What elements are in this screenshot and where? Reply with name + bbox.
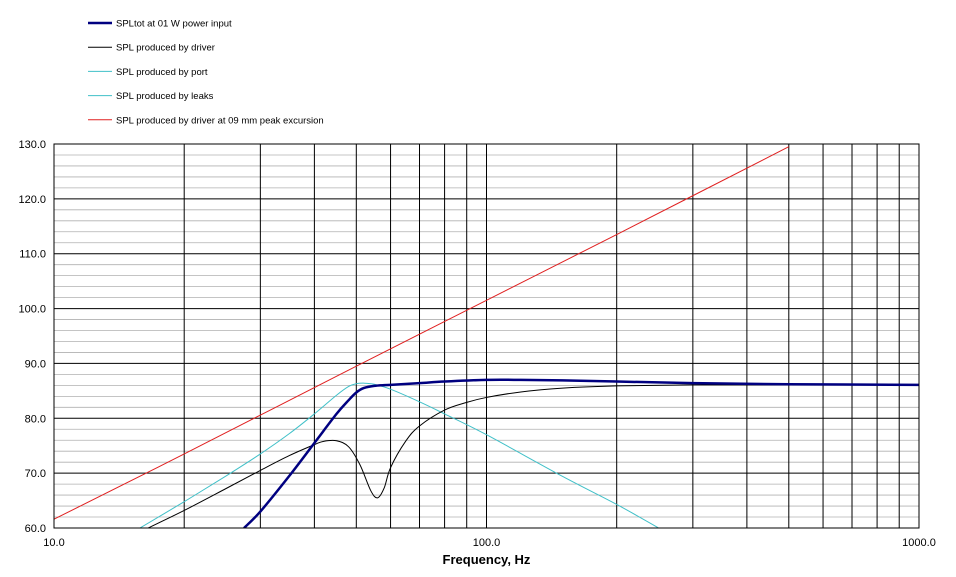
y-tick-label: 90.0 bbox=[25, 358, 46, 370]
legend-label: SPL produced by leaks bbox=[116, 91, 214, 102]
y-axis-tick-labels: 60.0 70.0 80.0 90.0 100.0 110.0 120.0 130.0 bbox=[18, 139, 46, 535]
x-tick-label: 10.0 bbox=[43, 537, 64, 549]
series-line-1 bbox=[147, 384, 919, 528]
x-tick-label: 100.0 bbox=[473, 537, 501, 549]
plot-frame bbox=[53, 143, 920, 529]
y-tick-label: 80.0 bbox=[25, 413, 46, 425]
legend-label: SPL produced by driver bbox=[116, 43, 215, 54]
x-axis-tick-labels: 10.0 100.0 1000.0 bbox=[43, 537, 936, 549]
series-line-0 bbox=[243, 378, 919, 528]
series-line-4 bbox=[54, 146, 790, 520]
y-tick-label: 130.0 bbox=[18, 139, 46, 151]
series-line-2 bbox=[139, 382, 659, 528]
series-layer bbox=[54, 146, 919, 528]
legend: SPLtot at 01 W power input SPL produced b… bbox=[88, 19, 324, 126]
legend-label: SPL produced by driver at 09 mm peak exc… bbox=[116, 115, 324, 126]
y-tick-label: 100.0 bbox=[18, 304, 46, 316]
y-tick-label: 70.0 bbox=[25, 468, 46, 480]
legend-label: SPLtot at 01 W power input bbox=[116, 19, 232, 30]
y-tick-label: 110.0 bbox=[19, 249, 46, 261]
y-tick-label: 60.0 bbox=[25, 523, 46, 535]
x-tick-label: 1000.0 bbox=[902, 537, 936, 549]
y-tick-label: 120.0 bbox=[18, 194, 46, 206]
grid-major bbox=[54, 144, 919, 528]
legend-label: SPL produced by port bbox=[116, 67, 208, 78]
x-axis-label: Frequency, Hz bbox=[443, 552, 531, 567]
